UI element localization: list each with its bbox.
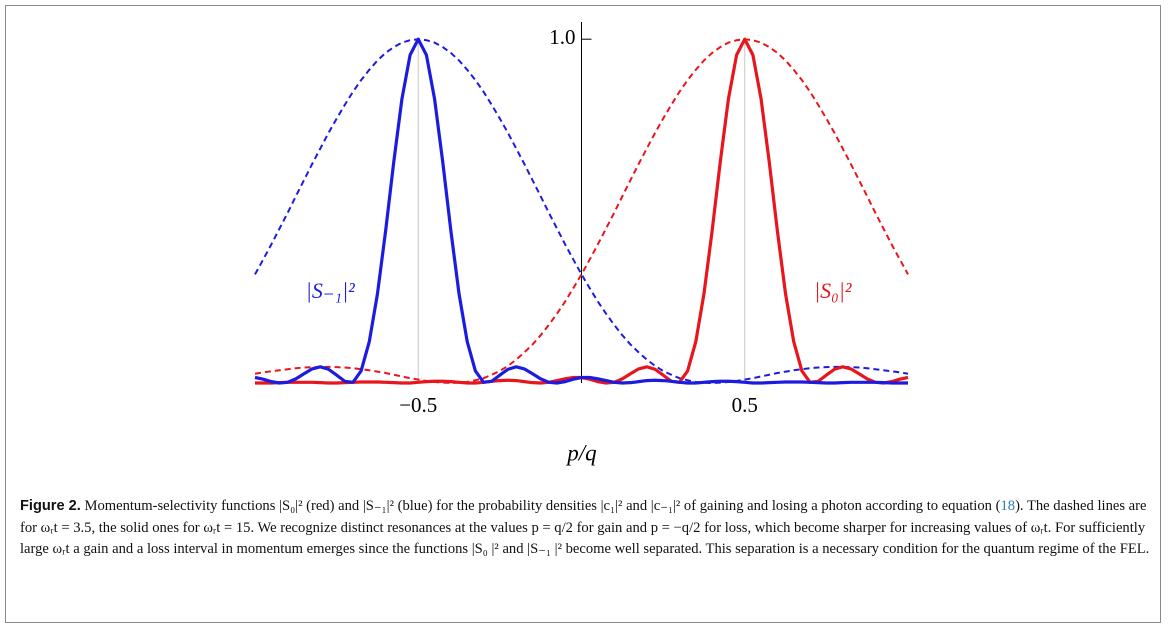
equation-ref[interactable]: 18 bbox=[1000, 498, 1016, 514]
x-axis-label: p/q bbox=[565, 440, 596, 465]
y-tick-label: 1.0 bbox=[549, 25, 575, 49]
caption-label: Figure 2. bbox=[20, 498, 81, 514]
figure-frame bbox=[5, 5, 1161, 623]
dashed-line bbox=[254, 38, 909, 384]
line bbox=[254, 37, 908, 385]
caption-text: Momentum-selectivity functions |S₀|² (re… bbox=[80, 498, 1001, 514]
chart: p/q −0.5 0.5 1.0 |S₀|² |S₋₁|² bbox=[254, 22, 909, 465]
x-tick-label: −0.5 bbox=[399, 393, 437, 417]
series-label: |S₋₁|² bbox=[306, 278, 355, 303]
series-label: |S₀|² bbox=[814, 278, 852, 303]
x-tick-label: 0.5 bbox=[732, 393, 758, 417]
caption-text: ). The dashed lines are for ωᵣt = 3.5, t… bbox=[20, 498, 1150, 557]
caption: Figure 2. Momentum-selectivity functions… bbox=[20, 496, 1152, 561]
